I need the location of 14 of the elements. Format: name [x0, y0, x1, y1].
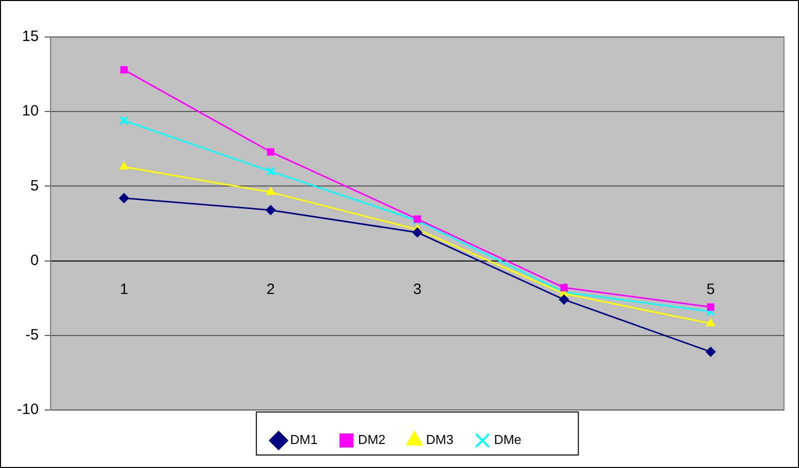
x-tick-label: 1 — [120, 280, 128, 298]
legend-label: DM2 — [358, 432, 386, 448]
legend-label: DM3 — [426, 432, 454, 448]
legend-label: DMe — [494, 432, 522, 448]
y-tick-label: 10 — [22, 102, 39, 120]
x-tick-label: 5 — [706, 280, 715, 298]
y-tick-label: -5 — [25, 326, 39, 344]
y-tick-label: 0 — [30, 252, 39, 269]
y-tick-label: -10 — [16, 401, 39, 418]
y-tick-label: 5 — [30, 177, 39, 194]
x-tick-label: 2 — [266, 280, 275, 298]
y-tick-label: 15 — [22, 28, 39, 46]
x-tick-label: 3 — [413, 280, 422, 298]
legend-label: DM1 — [290, 432, 318, 448]
